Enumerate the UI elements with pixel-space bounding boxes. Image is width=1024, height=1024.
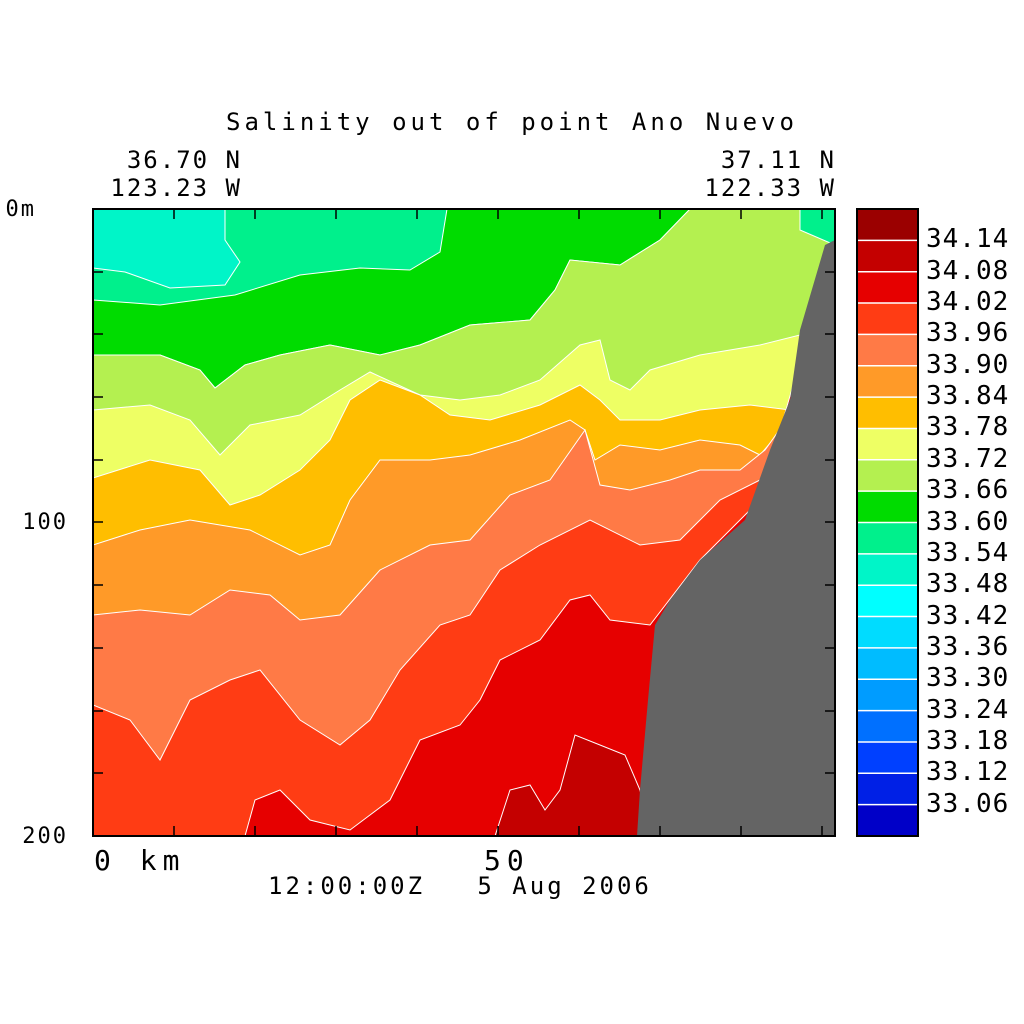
chart-title: Salinity out of point Ano Nuevo — [226, 108, 798, 136]
colorbar-level-label: 33.54 — [926, 537, 1010, 568]
colorbar — [856, 208, 919, 837]
start-coordinates: 36.70 N 123.23 W — [92, 146, 242, 202]
colorbar-level-label: 33.72 — [926, 443, 1010, 474]
colorbar-level-label: 34.14 — [926, 224, 1010, 255]
colorbar-level-label: 33.42 — [926, 600, 1010, 631]
end-latitude: 37.11 N — [720, 146, 836, 174]
colorbar-swatch — [857, 647, 918, 680]
colorbar-swatch — [857, 271, 918, 304]
colorbar-level-label: 33.12 — [926, 757, 1010, 788]
colorbar-level-label: 34.02 — [926, 287, 1010, 318]
colorbar-swatch — [857, 710, 918, 743]
colorbar-level-label: 33.90 — [926, 349, 1010, 380]
colorbar-level-label: 34.08 — [926, 255, 1010, 286]
colorbar-level-label: 33.06 — [926, 788, 1010, 819]
colorbar-swatch — [857, 459, 918, 492]
colorbar-swatch — [857, 522, 918, 555]
colorbar-level-label: 33.36 — [926, 631, 1010, 662]
colorbar-swatch — [857, 585, 918, 618]
colorbar-swatch — [857, 397, 918, 429]
colorbar-level-label: 33.96 — [926, 318, 1010, 349]
colorbar-swatch — [857, 741, 918, 774]
colorbar-level-label: 33.30 — [926, 663, 1010, 694]
band-33.48-33.54 — [93, 209, 241, 289]
colorbar-swatch — [857, 773, 918, 806]
colorbar-level-label: 33.48 — [926, 569, 1010, 600]
end-longitude: 122.33 W — [704, 174, 836, 202]
axis-ticks — [93, 209, 835, 836]
y-tick-label-0: 0m — [5, 197, 36, 222]
colorbar-swatch — [857, 209, 918, 241]
colorbar-level-label: 33.60 — [926, 506, 1010, 537]
colorbar-swatch — [857, 679, 918, 712]
colorbar-swatch — [857, 804, 918, 837]
end-coordinates: 37.11 N 122.33 W — [686, 146, 836, 202]
colorbar-swatch — [857, 240, 918, 273]
y-tick-label-200: 200 — [22, 824, 68, 849]
colorbar-frame — [856, 208, 919, 837]
colorbar-swatch — [857, 491, 918, 523]
colorbar-level-label: 33.18 — [926, 725, 1010, 756]
colorbar-level-label: 33.84 — [926, 381, 1010, 412]
colorbar-swatch — [857, 365, 918, 398]
y-tick-label-100: 100 — [22, 510, 68, 535]
x-tick-label-50: 50 — [484, 844, 530, 877]
colorbar-swatch — [857, 553, 918, 586]
colorbar-swatch — [857, 616, 918, 649]
land-mask — [637, 240, 835, 836]
x-tick-label-0: 0 km — [94, 844, 186, 877]
start-longitude: 123.23 W — [110, 174, 242, 202]
colorbar-level-label: 33.24 — [926, 694, 1010, 725]
start-latitude: 36.70 N — [126, 146, 242, 174]
colorbar-swatch — [857, 428, 918, 461]
colorbar-level-label: 33.78 — [926, 412, 1010, 443]
colorbar-swatch — [857, 334, 918, 367]
colorbar-swatch — [857, 303, 918, 335]
timestamp: 12:00:00Z 5 Aug 2006 — [268, 872, 652, 900]
colorbar-level-label: 33.66 — [926, 475, 1010, 506]
